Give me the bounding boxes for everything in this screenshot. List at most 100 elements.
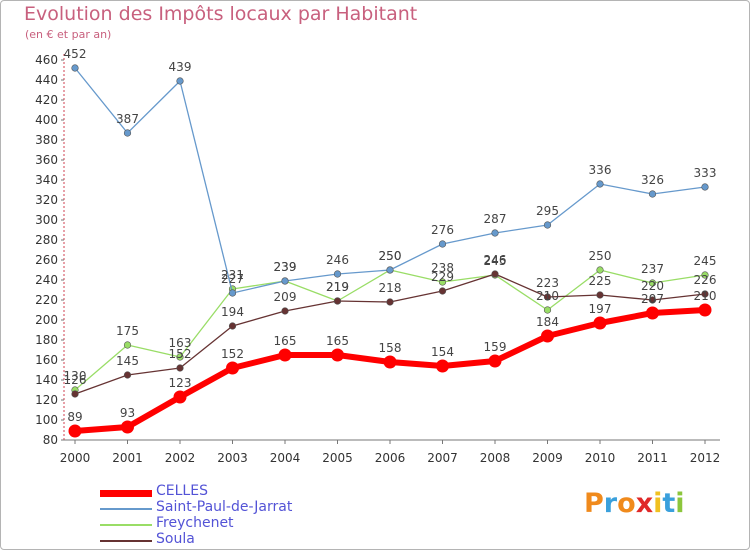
y-tick-label-220: 220 [35, 293, 58, 307]
data-label-celles-2007: 154 [431, 345, 454, 359]
data-label-saint-paul-de-jarrat-2007: 276 [431, 223, 454, 237]
y-tick-label-420: 420 [35, 93, 58, 107]
data-label-freychenet-2009: 210 [536, 289, 559, 303]
legend-swatch [100, 489, 152, 497]
y-tick-label-460: 460 [35, 53, 58, 67]
data-label-soula-2000: 126 [64, 373, 87, 387]
chart-subtitle: (en € et par an) [25, 28, 112, 41]
data-point-soula-2002 [176, 364, 184, 372]
data-label-saint-paul-de-jarrat-2012: 333 [694, 166, 717, 180]
legend-label: Saint-Paul-de-Jarrat [156, 499, 293, 515]
x-tick-label-2007: 2007 [427, 451, 458, 465]
data-label-soula-2003: 194 [221, 305, 244, 319]
data-point-celles-2008 [488, 354, 502, 368]
legend-swatch [100, 524, 152, 526]
series-line-celles [74, 307, 706, 434]
y-tick-label-280: 280 [35, 233, 58, 247]
logo-letter: x [635, 488, 654, 519]
data-label-celles-2009: 184 [536, 315, 559, 329]
data-label-soula-2002: 152 [169, 347, 192, 361]
data-point-soula-2008 [491, 270, 499, 278]
data-label-freychenet-2004: 239 [274, 260, 297, 274]
y-tick-label-200: 200 [35, 313, 58, 327]
data-point-freychenet-2011 [648, 279, 657, 287]
x-tick-label-2004: 2004 [270, 451, 301, 465]
data-label-soula-2010: 225 [589, 274, 612, 288]
data-label-soula-2008: 246 [484, 253, 507, 267]
x-tick-label-2009: 2009 [532, 451, 563, 465]
data-point-soula-2001 [123, 371, 132, 379]
data-label-freychenet-2001: 175 [116, 324, 139, 338]
y-tick-label-440: 440 [35, 73, 58, 87]
y-tick-label-120: 120 [35, 393, 58, 407]
data-label-celles-2004: 165 [274, 334, 297, 348]
y-tick-label-100: 100 [35, 413, 58, 427]
data-label-freychenet-2008: 245 [484, 254, 507, 268]
legend-swatch [100, 508, 152, 510]
data-label-celles-2010: 197 [589, 302, 612, 316]
y-tick-label-240: 240 [35, 273, 58, 287]
data-label-freychenet-2000: 130 [64, 369, 87, 383]
data-label-saint-paul-de-jarrat-2004: 239 [274, 260, 297, 274]
data-point-saint-paul-de-jarrat-2000 [71, 64, 79, 72]
data-label-soula-2005: 219 [326, 280, 349, 294]
data-point-saint-paul-de-jarrat-2005 [333, 270, 342, 278]
data-point-soula-2009 [543, 293, 552, 301]
data-label-saint-paul-de-jarrat-2005: 246 [326, 253, 349, 267]
data-point-freychenet-2009 [543, 306, 552, 314]
data-point-soula-2012 [701, 290, 709, 298]
x-tick-label-2010: 2010 [585, 451, 616, 465]
data-point-soula-2006 [386, 298, 394, 306]
data-point-soula-2004 [281, 307, 289, 315]
logo-letter: P [584, 488, 604, 519]
data-point-celles-2000 [68, 424, 82, 438]
data-point-saint-paul-de-jarrat-2009 [543, 221, 552, 229]
y-tick-label-260: 260 [35, 253, 58, 267]
legend-label: Soula [156, 531, 195, 547]
logo-letter: i [653, 488, 663, 519]
data-point-celles-2002 [173, 390, 187, 404]
data-label-soula-2004: 209 [274, 290, 297, 304]
data-label-soula-2006: 218 [379, 281, 402, 295]
data-point-soula-2010 [596, 291, 604, 299]
data-label-saint-paul-de-jarrat-2000: 452 [64, 47, 87, 61]
data-label-freychenet-2007: 238 [431, 261, 454, 275]
data-point-celles-2001 [121, 420, 134, 434]
data-label-celles-2005: 165 [326, 334, 349, 348]
data-point-soula-2007 [438, 287, 447, 295]
data-point-freychenet-2007 [438, 278, 447, 286]
data-label-saint-paul-de-jarrat-2008: 287 [484, 212, 507, 226]
data-label-soula-2007: 229 [431, 270, 454, 284]
data-point-freychenet-2010 [596, 266, 604, 274]
logo-letter: i [675, 488, 685, 519]
data-point-saint-paul-de-jarrat-2004 [281, 277, 289, 285]
x-tick-label-2003: 2003 [217, 451, 248, 465]
data-point-soula-2011 [648, 296, 657, 304]
data-label-saint-paul-de-jarrat-2010: 336 [589, 163, 612, 177]
data-point-saint-paul-de-jarrat-2007 [438, 240, 447, 248]
y-tick-label-400: 400 [35, 113, 58, 127]
y-tick-label-80: 80 [43, 433, 58, 447]
x-tick-label-2006: 2006 [375, 451, 406, 465]
data-point-saint-paul-de-jarrat-2006 [386, 266, 394, 274]
data-point-saint-paul-de-jarrat-2011 [648, 190, 657, 198]
data-label-freychenet-2005: 219 [326, 280, 349, 294]
y-tick-label-160: 160 [35, 353, 58, 367]
data-label-saint-paul-de-jarrat-2002: 439 [169, 60, 192, 74]
logo-letter: r [603, 488, 618, 519]
data-point-soula-2005 [333, 297, 342, 305]
data-label-freychenet-2002: 163 [169, 336, 192, 350]
data-point-celles-2012 [698, 303, 712, 317]
data-label-freychenet-2011: 237 [641, 262, 664, 276]
data-label-freychenet-2010: 250 [589, 249, 612, 263]
x-tick-label-2005: 2005 [322, 451, 353, 465]
x-tick-label-2000: 2000 [60, 451, 91, 465]
data-point-freychenet-2012 [701, 271, 709, 279]
data-label-freychenet-2003: 231 [221, 268, 244, 282]
legend-label: Freychenet [156, 515, 234, 531]
data-label-soula-2001: 145 [116, 354, 139, 368]
data-label-saint-paul-de-jarrat-2009: 295 [536, 204, 559, 218]
x-tick-label-2012: 2012 [690, 451, 721, 465]
data-label-freychenet-2012: 245 [694, 254, 717, 268]
